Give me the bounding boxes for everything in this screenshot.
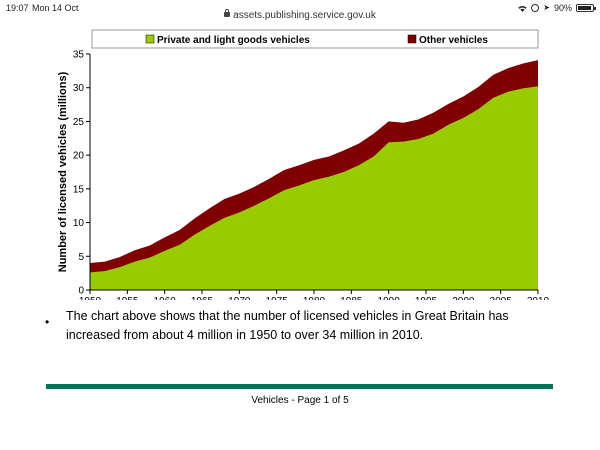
y-tick-label: 15 <box>73 184 85 195</box>
legend-label-1: Private and light goods vehicles <box>157 35 310 46</box>
footer-rule <box>46 384 553 389</box>
x-tick-label: 1950 <box>79 296 102 300</box>
legend-label-2: Other vehicles <box>419 35 488 46</box>
location-icon: ➤ <box>543 3 550 12</box>
status-bar: 19:07 Mon 14 Oct assets.publishing.servi… <box>0 0 600 24</box>
x-tick-label: 1980 <box>303 296 326 300</box>
x-tick-label: 1955 <box>116 296 139 300</box>
x-tick-label: 2000 <box>452 296 475 300</box>
page-footer: Vehicles - Page 1 of 5 <box>251 395 349 406</box>
x-tick-label: 2010 <box>527 296 550 300</box>
x-tick-label: 1960 <box>154 296 177 300</box>
status-indicators: ➤ 90% <box>518 3 596 13</box>
y-tick-label: 25 <box>73 117 85 128</box>
x-tick-label: 1975 <box>266 296 289 300</box>
y-axis-label: Number of licensed vehicles (millions) <box>57 71 69 272</box>
battery-icon <box>576 4 596 12</box>
vehicles-area-chart: 0 5 10 15 20 25 30 35 1950 1955 1960 1965 1970 1975 19… <box>57 29 550 300</box>
url-text: assets.publishing.service.gov.uk <box>233 10 376 21</box>
lock-icon <box>224 9 231 17</box>
status-date: Mon 14 Oct <box>32 3 79 13</box>
wifi-icon <box>518 5 528 12</box>
x-tick-label: 1995 <box>415 296 438 300</box>
x-tick-label: 1970 <box>228 296 251 300</box>
legend-box <box>91 29 539 49</box>
y-tick-label: 30 <box>73 83 85 94</box>
y-tick-label: 20 <box>73 151 85 162</box>
x-tick-label: 1990 <box>378 296 401 300</box>
series-area-1 <box>90 86 538 290</box>
legend-swatch-2 <box>407 34 417 44</box>
y-tick-label: 0 <box>78 286 84 297</box>
address-bar[interactable]: assets.publishing.service.gov.uk <box>0 9 600 21</box>
battery-fill <box>578 6 591 10</box>
chart-description: The chart above shows that the number of… <box>66 309 509 342</box>
y-tick-label: 10 <box>73 218 85 229</box>
status-time: 19:07 <box>6 3 29 13</box>
battery-percent: 90% <box>553 3 572 13</box>
y-tick-label: 35 <box>73 50 85 61</box>
orientation-lock-icon <box>531 4 540 12</box>
x-tick-label: 1965 <box>191 296 214 300</box>
y-tick-label: 5 <box>78 252 84 263</box>
series-area-2 <box>90 60 538 273</box>
x-tick-label: 2005 <box>490 296 513 300</box>
bullet-icon: • <box>45 315 50 329</box>
legend-swatch-1 <box>145 34 155 44</box>
x-tick-label: 1985 <box>340 296 363 300</box>
